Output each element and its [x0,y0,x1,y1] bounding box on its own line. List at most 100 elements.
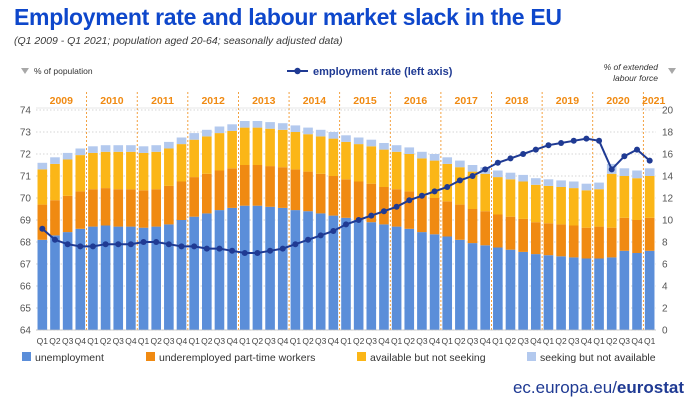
bar-seeking-not-available [505,172,516,180]
right-tick-label: 4 [662,282,668,293]
left-axis-note: % of population [34,66,93,76]
bar-available-not-seeking [202,136,212,174]
bar-underemployed [632,220,642,253]
right-axis-note-line2: labour force [613,73,658,83]
bar-seeking-not-available [379,143,389,150]
quarter-label: Q4 [328,336,340,346]
quarter-label: Q2 [505,336,517,346]
bar-available-not-seeking [239,127,250,165]
bar-available-not-seeking [366,146,377,184]
bar-available-not-seeking [467,171,478,209]
bar-seeking-not-available [530,178,541,185]
bar-unemployment [202,213,212,330]
bar-seeking-not-available [75,148,86,156]
quarter-label: Q1 [442,336,454,346]
bar-underemployed [37,204,48,240]
bar-seeking-not-available [62,152,73,160]
bar-seeking-not-available [341,135,351,142]
employment-rate-point [431,188,438,195]
employment-rate-point [532,146,539,153]
bar-unemployment [75,228,86,330]
quarter-label: Q1 [87,336,99,346]
quarter-label: Q2 [555,336,567,346]
bar-unemployment [404,228,415,330]
employment-rate-point [406,197,413,204]
employment-rate-point [241,250,248,256]
bar-unemployment [290,210,301,330]
bar-available-not-seeking [644,176,655,218]
quarter-label: Q4 [480,336,492,346]
chart-svg: 2009 2010 2011 2012 2013 2014 2015 2016 2017 2018… [20,62,676,364]
bar-seeking-not-available [88,146,98,153]
bar-underemployed [341,179,351,218]
bar-available-not-seeking [341,141,351,180]
employment-rate-point [191,243,198,250]
bar-seeking-not-available [164,141,174,149]
bar-unemployment [176,220,187,330]
bar-underemployed [518,218,528,252]
bar-unemployment [429,234,440,330]
quarter-label: Q1 [37,336,49,346]
bar-available-not-seeking [429,160,440,198]
employment-rate-line [39,135,653,256]
bar-unemployment [303,211,313,330]
bar-unemployment [442,236,453,330]
legend-label: underemployed part-time workers [159,352,315,364]
line-legend-label: employment rate (left axis) [313,66,453,78]
bar-seeking-not-available [518,174,528,182]
bar-underemployed [530,222,541,255]
year-label: 2013 [252,95,276,107]
bar-underemployed [303,171,313,212]
bar-unemployment [644,250,655,330]
bar-underemployed [606,227,617,258]
bar-seeking-not-available [214,126,225,134]
year-label: 2020 [606,95,630,107]
quarter-label: Q3 [113,336,125,346]
bar-underemployed [594,226,604,259]
employment-rate-point [355,217,362,223]
bar-unemployment [50,235,60,330]
quarter-label: Q1 [492,336,504,346]
bar-underemployed [366,183,377,223]
right-tick-label: 16 [662,150,674,161]
bar-available-not-seeking [632,178,642,220]
employment-rate-point [254,250,261,256]
bar-underemployed [581,227,592,259]
bar-available-not-seeking [543,185,554,224]
year-label: 2012 [201,95,225,107]
right-axis-indicator-icon [668,68,676,74]
bar-available-not-seeking [556,187,566,225]
bar-available-not-seeking [417,158,427,196]
bar-unemployment [366,222,377,330]
bar-available-not-seeking [505,179,516,217]
quarter-label: Q4 [226,336,238,346]
bar-available-not-seeking [265,128,275,167]
bar-seeking-not-available [455,160,465,168]
employment-rate-point [444,184,451,190]
quarter-label: Q2 [100,336,112,346]
bar-underemployed [88,189,98,227]
bar-unemployment [37,239,48,330]
bar-underemployed [164,185,174,225]
bar-underemployed [480,211,490,246]
quarter-label: Q1 [644,336,656,346]
bar-unemployment [632,253,642,330]
employment-rate-point [178,243,185,250]
year-label: 2019 [556,95,580,107]
bar-seeking-not-available [568,181,579,189]
bar-unemployment [606,257,617,330]
bar-available-not-seeking [328,138,339,176]
bar-seeking-not-available [493,170,503,178]
source-brand: eurostat [616,378,684,397]
bar-seeking-not-available [151,145,162,152]
bar-unemployment [265,206,275,330]
employment-rate-point [482,166,489,173]
bar-unemployment [328,215,339,330]
right-tick-label: 18 [662,128,674,139]
quarter-label: Q4 [125,336,137,346]
bar-underemployed [442,201,453,237]
bar-available-not-seeking [138,152,149,191]
bar-available-not-seeking [62,159,73,196]
quarter-label: Q4 [581,336,593,346]
source-label[interactable]: ec.europa.eu/eurostat [513,378,684,398]
